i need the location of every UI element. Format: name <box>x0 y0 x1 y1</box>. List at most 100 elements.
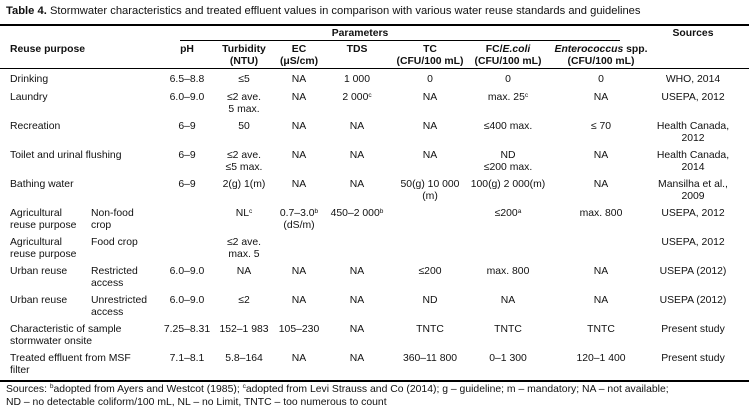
cell-turb: 152–1 983 <box>219 324 269 335</box>
cell-sub-purpose: Restricted <box>91 266 138 277</box>
cell-turb: ≤2 ave. <box>226 237 261 248</box>
cell-turb-cont: ≤5 max. <box>225 161 263 173</box>
cell-ph: 7.25–8.31 <box>163 324 211 335</box>
table-label: Table 4. <box>6 5 47 17</box>
header-ph: pH <box>180 44 194 55</box>
cell-reuse-purpose-cont: filter <box>10 364 30 376</box>
cell-reuse-purpose: Laundry <box>10 92 48 103</box>
cell-ec: 0.7–3.0b <box>279 208 319 219</box>
cell-src: Present study <box>661 324 725 335</box>
header-ec: EC <box>291 44 307 55</box>
cell-tc: TNTC <box>416 324 444 335</box>
cell-ent: TNTC <box>587 324 615 335</box>
cell-turb: 5.8–164 <box>225 353 263 364</box>
cell-tds: 1 000 <box>343 74 370 85</box>
cell-fc: NA <box>500 295 516 306</box>
cell-src: USEPA (2012) <box>659 295 727 306</box>
cell-tds: NA <box>349 295 365 306</box>
header-rule <box>0 68 749 69</box>
cell-ph: 6.0–9.0 <box>169 92 205 103</box>
cell-tds: NA <box>349 179 365 190</box>
header-tc-unit: (CFU/100 mL) <box>396 56 464 67</box>
cell-tds: 2 000c <box>342 92 372 103</box>
cell-sub-purpose-cont: access <box>91 306 124 318</box>
cell-tc: 360–11 800 <box>402 353 458 364</box>
cell-turb-cont: 5 max. <box>228 103 260 115</box>
cell-reuse-purpose: Treated effluent from MSF <box>10 353 131 364</box>
cell-turb-cont: max. 5 <box>228 248 260 260</box>
footnote-line-2: ND – no detectable coliform/100 mL, NL –… <box>6 397 387 408</box>
cell-fc: TNTC <box>494 324 522 335</box>
cell-tds: 450–2 000b <box>330 208 384 219</box>
cell-ec: NA <box>291 353 307 364</box>
cell-fc: ND <box>500 150 516 161</box>
cell-ent: NA <box>593 179 609 190</box>
cell-sub-purpose: Unrestricted <box>91 295 148 306</box>
header-tc: TC <box>423 44 437 55</box>
footnote-line-1: Sources: badopted from Ayers and Westcot… <box>6 383 669 395</box>
cell-fc: ≤400 max. <box>483 121 533 132</box>
bottom-rule <box>0 380 749 382</box>
header-enterococcus-unit: (CFU/100 mL) <box>567 56 635 67</box>
cell-fc-cont: ≤200 max. <box>483 161 533 173</box>
cell-reuse-purpose-cont: reuse purpose <box>10 219 77 231</box>
cell-ent: NA <box>593 295 609 306</box>
cell-ph: 6.5–8.8 <box>169 74 205 85</box>
cell-fc: max. 800 <box>486 266 530 277</box>
cell-turb: ≤2 ave. <box>226 150 261 161</box>
cell-ph: 7.1–8.1 <box>169 353 205 364</box>
cell-ph: 6–9 <box>178 179 196 190</box>
cell-ec: NA <box>291 150 307 161</box>
cell-ent: max. 800 <box>579 208 623 219</box>
cell-turb: ≤5 <box>238 74 250 85</box>
cell-reuse-purpose: Urban reuse <box>10 266 68 277</box>
cell-tc: ND <box>422 295 438 306</box>
cell-turb: 2(g) 1(m) <box>222 179 266 190</box>
cell-tc: NA <box>422 121 438 132</box>
cell-reuse-purpose: Toilet and urinal flushing <box>10 150 122 161</box>
cell-ph: 6–9 <box>178 121 196 132</box>
cell-src: Health Canada, <box>656 121 730 132</box>
parameters-header: Parameters <box>331 28 389 39</box>
table-caption: Table 4. Stormwater characteristics and … <box>6 5 641 17</box>
cell-fc: 0–1 300 <box>489 353 527 364</box>
table-caption-text: Stormwater characteristics and treated e… <box>49 5 641 17</box>
cell-tc-cont: (m) <box>422 190 438 202</box>
cell-tds: NA <box>349 353 365 364</box>
cell-turb: ≤2 ave. <box>226 92 261 103</box>
cell-src: USEPA (2012) <box>659 266 727 277</box>
top-rule <box>0 24 749 26</box>
cell-src: Health Canada, <box>656 150 730 161</box>
cell-ec: NA <box>291 179 307 190</box>
cell-ec: NA <box>291 74 307 85</box>
header-fc-unit: (CFU/100 mL) <box>474 56 542 67</box>
cell-ph: 6.0–9.0 <box>169 295 205 306</box>
cell-sub-purpose-cont: crop <box>91 219 112 231</box>
cell-tc: 0 <box>427 74 433 85</box>
cell-ent: NA <box>593 150 609 161</box>
cell-ent: 0 <box>598 74 604 85</box>
cell-fc: ≤200a <box>494 208 522 219</box>
cell-reuse-purpose-cont: stormwater onsite <box>10 335 92 347</box>
cell-src-cont: 2012 <box>681 132 705 144</box>
cell-sub-purpose-cont: access <box>91 277 124 289</box>
cell-reuse-purpose: Recreation <box>10 121 61 132</box>
header-ec-unit: (μS/cm) <box>279 56 319 67</box>
cell-ec: NA <box>291 92 307 103</box>
cell-src: USEPA, 2012 <box>661 208 725 219</box>
cell-tds: NA <box>349 324 365 335</box>
cell-reuse-purpose: Bathing water <box>10 179 74 190</box>
cell-tds: NA <box>349 150 365 161</box>
cell-ent: 120–1 400 <box>576 353 626 364</box>
header-turbidity: Turbidity <box>222 44 266 55</box>
cell-fc: 0 <box>505 74 511 85</box>
cell-reuse-purpose: Agricultural <box>10 237 62 248</box>
cell-tc: NA <box>422 92 438 103</box>
cell-tc: NA <box>422 150 438 161</box>
header-fc-ecoli: FC/E.coli <box>485 44 531 55</box>
cell-turb: 50 <box>238 121 250 132</box>
cell-ph: 6.0–9.0 <box>169 266 205 277</box>
cell-reuse-purpose: Agricultural <box>10 208 62 219</box>
cell-ec: NA <box>291 295 307 306</box>
cell-src: WHO, 2014 <box>665 74 721 85</box>
